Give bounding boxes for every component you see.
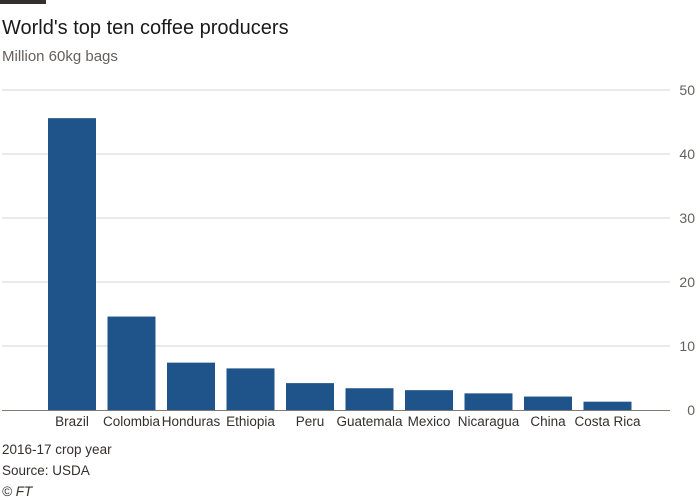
top-rule [0, 0, 46, 4]
bar-costa-rica [583, 401, 632, 410]
x-tick-label: Honduras [162, 414, 221, 429]
y-tick-label: 30 [679, 210, 695, 226]
bar-honduras [167, 362, 215, 410]
bar-peru [286, 383, 334, 410]
bar-nicaragua [464, 393, 513, 410]
y-tick-label: 0 [687, 402, 695, 418]
x-tick-label: Mexico [408, 414, 451, 429]
y-tick-label: 50 [679, 82, 695, 98]
bar-guatemala [345, 388, 394, 410]
crop-year-note: 2016-17 crop year [2, 442, 112, 457]
bar-china [524, 396, 572, 410]
x-tick-label: China [530, 414, 566, 429]
source-note: Source: USDA [2, 463, 90, 478]
bar-colombia [107, 316, 156, 410]
bar-mexico [405, 390, 453, 410]
ft-credit: © FT [2, 484, 33, 499]
y-tick-label: 20 [679, 274, 695, 290]
bar-chart: 0 10 20 30 40 50 Brazil Colombia Honduras Ethiopi… [2, 82, 695, 429]
y-tick-label: 40 [679, 146, 695, 162]
y-tick-label: 10 [679, 338, 695, 354]
bar-brazil [48, 118, 96, 410]
chart-title: World's top ten coffee producers [2, 17, 289, 39]
x-tick-label: Guatemala [336, 414, 403, 429]
x-tick-label: Ethiopia [226, 414, 275, 429]
bar-ethiopia [226, 368, 275, 410]
x-tick-label: Colombia [103, 414, 161, 429]
x-tick-label: Brazil [55, 414, 89, 429]
chart-subtitle: Million 60kg bags [2, 48, 118, 65]
x-tick-label: Costa Rica [574, 414, 641, 429]
x-tick-label: Peru [296, 414, 325, 429]
x-tick-label: Nicaragua [458, 414, 520, 429]
